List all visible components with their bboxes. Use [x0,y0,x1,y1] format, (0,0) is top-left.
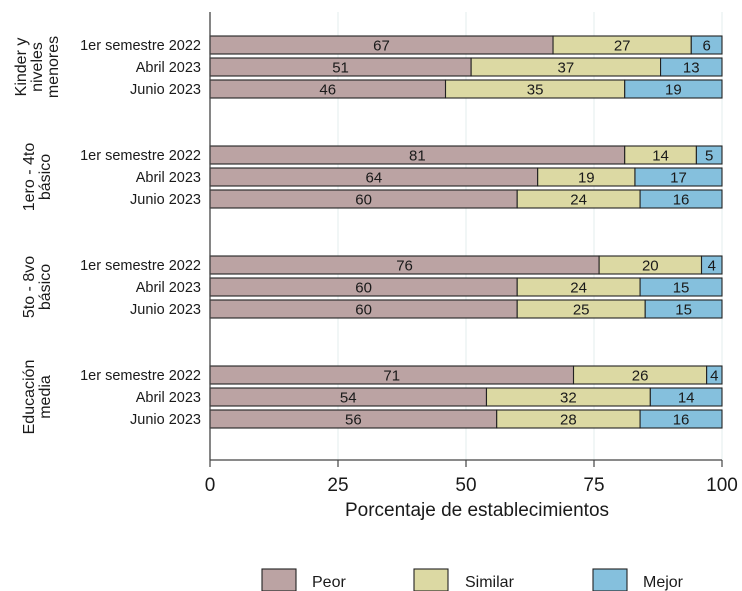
bar-value-label: 17 [670,170,687,187]
bar-segment-mejor [624,79,723,99]
bar-value-label: 32 [560,390,577,407]
bar-value-label: 19 [665,82,682,99]
bar-segment-mejor [695,145,723,165]
bar-value-label: 56 [345,412,362,429]
category-label: Junio 2023 [130,82,201,98]
bar-segment-mejor [706,365,723,385]
bar-value-label: 71 [383,368,400,385]
bar-value-label: 28 [560,412,577,429]
bar-value-label: 60 [355,192,372,209]
x-tick-label: 0 [205,475,216,496]
bar-value-label: 24 [570,280,587,297]
category-label: Abril 2023 [136,60,201,76]
bar-value-label: 24 [570,192,587,209]
group-label: Kinder ynivelesmenores [13,36,62,98]
bar-segment-mejor [649,387,723,407]
group-label-line: media [37,375,54,419]
bar-segment-mejor [644,299,723,319]
x-ticks: 0 25 50 75 100 [205,460,738,496]
bar-value-label: 27 [614,38,631,55]
bar-segment-mejor [639,277,723,297]
bar-value-label: 14 [652,148,669,165]
category-label: 1er semestre 2022 [80,258,201,274]
bar-value-label: 54 [340,390,357,407]
bar-value-label: 64 [365,170,382,187]
bar-value-label: 4 [710,368,718,385]
bar-value-label: 15 [675,302,692,319]
x-tick-label: 50 [455,475,476,496]
bar-value-label: 14 [678,390,695,407]
bar-segment-mejor [660,57,723,77]
group-label-line: Kinder y [13,38,30,97]
bar-value-label: 25 [573,302,590,319]
bar-segment-mejor [639,189,723,209]
x-tick-label: 100 [706,475,738,496]
legend-swatch-similar [413,568,449,591]
group-label-line: básico [37,264,54,310]
bar-segment-mejor [639,409,723,429]
category-label: 1er semestre 2022 [80,148,201,164]
group-label-line: niveles [29,42,46,92]
x-tick-label: 25 [327,475,348,496]
bar-value-label: 67 [373,38,390,55]
category-label: Abril 2023 [136,170,201,186]
bar-value-label: 15 [673,280,690,297]
category-label: 1er semestre 2022 [80,368,201,384]
bar-value-label: 76 [396,258,413,275]
category-label: Junio 2023 [130,192,201,208]
bar-value-label: 16 [673,192,690,209]
bar-value-label: 37 [557,60,574,77]
bar-value-label: 26 [632,368,649,385]
legend-label: Peor [312,574,346,591]
legend-label: Mejor [643,574,684,591]
group-label: 5to - 8vobásico [21,256,54,318]
group-label-line: 5to - 8vo [21,256,38,318]
legend: Peor Similar Mejor [261,568,684,591]
x-axis-title: Porcentaje de establecimientos [345,500,609,521]
bar-value-label: 20 [642,258,659,275]
category-label: Junio 2023 [130,412,201,428]
legend-label: Similar [465,574,515,591]
bar-value-label: 6 [702,38,710,55]
group-label-line: 1ero - 4to [21,143,38,212]
group-label: 1ero - 4tobásico [21,143,54,212]
bar-value-label: 51 [332,60,349,77]
group-label-line: Educación [21,360,38,435]
category-label: Abril 2023 [136,280,201,296]
bar-value-label: 35 [527,82,544,99]
bar-value-label: 60 [355,280,372,297]
legend-swatch-peor [261,568,297,591]
bar-value-label: 46 [319,82,336,99]
group-label: Educaciónmedia [21,360,54,435]
legend-swatch-mejor [592,568,628,591]
bar-value-label: 19 [578,170,595,187]
bar-segment-mejor [700,255,723,275]
category-label: Junio 2023 [130,302,201,318]
bar-value-label: 13 [683,60,700,77]
bar-value-label: 5 [705,148,713,165]
bar-value-label: 60 [355,302,372,319]
group-label-line: básico [37,154,54,200]
category-label: Abril 2023 [136,390,201,406]
bar-segment-mejor [634,167,723,187]
x-tick-label: 75 [583,475,604,496]
bar-value-label: 81 [409,148,426,165]
bar-value-label: 4 [708,258,716,275]
group-label-line: menores [45,36,62,98]
category-label: 1er semestre 2022 [80,38,201,54]
category-labels: 1er semestre 2022 Abril 2023 Junio 2023 1er… [80,38,201,428]
bar-value-label: 16 [673,412,690,429]
bar-segment-mejor [690,35,723,55]
